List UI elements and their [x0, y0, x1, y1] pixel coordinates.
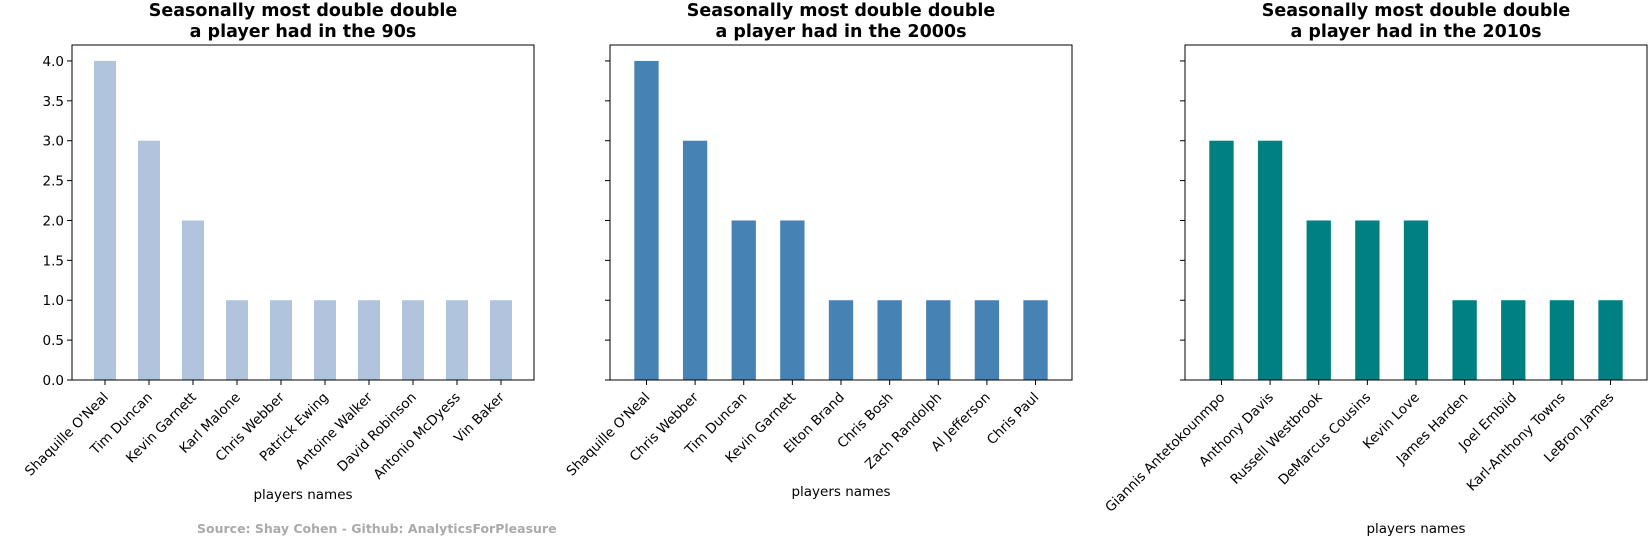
bar	[877, 300, 902, 380]
chart-title: a player had in the 2010s	[1290, 22, 1541, 42]
bar	[490, 300, 512, 380]
bar	[402, 300, 424, 380]
chart-title: Seasonally most double double	[1262, 1, 1571, 21]
x-tick-label: Antoine Walker	[292, 389, 376, 473]
bar	[1403, 220, 1429, 380]
y-tick-label: 3.5	[43, 94, 64, 110]
bar	[446, 300, 468, 380]
bar	[1355, 220, 1380, 380]
bar	[926, 300, 951, 380]
bar	[1501, 300, 1526, 380]
plot-frame	[71, 44, 535, 381]
x-tick-label: Antonio McDyess	[370, 390, 463, 483]
bar	[182, 220, 204, 380]
y-tick-label: 1.0	[43, 293, 64, 309]
bar	[1023, 300, 1048, 380]
y-tick-label: 2.5	[43, 174, 64, 190]
x-axis-label: players names	[791, 484, 890, 500]
y-tick-label: 3.0	[43, 134, 64, 150]
bar	[828, 300, 854, 380]
bar	[1598, 300, 1623, 380]
y-tick-label: 0.0	[43, 373, 64, 389]
x-axis-label: players names	[253, 487, 352, 503]
bar	[270, 300, 292, 380]
x-tick-label: Russell Westbrook	[1227, 389, 1325, 487]
x-tick-label: David Robinson	[334, 390, 420, 476]
bar	[1549, 300, 1575, 380]
bar	[138, 140, 160, 380]
chart-title: Seasonally most double double	[149, 1, 458, 21]
y-tick-label: 1.5	[43, 253, 64, 269]
bar	[1209, 140, 1234, 380]
bar	[314, 300, 336, 380]
x-axis-label: players names	[1366, 521, 1465, 537]
bar	[1257, 140, 1283, 380]
x-tick-label: Chris Paul	[984, 390, 1043, 449]
bar	[226, 300, 248, 380]
bar	[358, 300, 380, 380]
bar	[94, 60, 116, 380]
bar	[974, 300, 1000, 380]
bar	[682, 140, 708, 380]
bar	[731, 220, 756, 380]
bar	[634, 60, 659, 380]
bar	[1306, 220, 1331, 380]
chart-title: a player had in the 90s	[190, 22, 417, 42]
source-credit: Source: Shay Cohen - Github: AnalyticsFo…	[197, 521, 557, 536]
bar	[1452, 300, 1477, 380]
chart-title: Seasonally most double double	[687, 1, 996, 21]
bar	[780, 220, 805, 380]
y-tick-label: 0.5	[43, 333, 64, 349]
y-tick-label: 4.0	[43, 54, 64, 70]
chart-title: a player had in the 2000s	[715, 22, 966, 42]
x-tick-label: DeMarcus Cousins	[1275, 390, 1374, 489]
x-tick-label: Shaquille O'Neal	[563, 390, 653, 480]
y-tick-label: 2.0	[43, 213, 64, 229]
